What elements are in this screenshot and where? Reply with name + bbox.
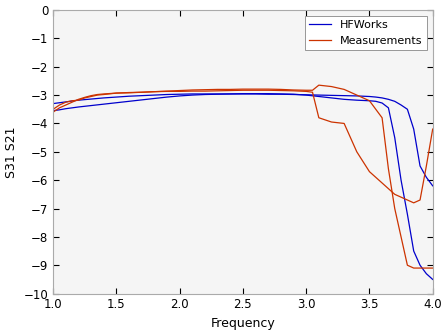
HFWorks xyxy=(114,101,119,105)
HFWorks xyxy=(398,178,404,182)
Measurements xyxy=(304,89,309,93)
Measurements xyxy=(417,198,423,202)
HFWorks xyxy=(316,94,321,98)
HFWorks xyxy=(57,108,62,112)
Measurements xyxy=(228,88,233,92)
Measurements xyxy=(202,89,208,93)
HFWorks xyxy=(304,93,309,97)
HFWorks xyxy=(342,97,347,102)
Measurements xyxy=(57,103,62,107)
HFWorks xyxy=(430,277,435,281)
Measurements xyxy=(367,170,372,174)
Line: HFWorks: HFWorks xyxy=(53,94,433,279)
HFWorks xyxy=(177,94,182,98)
Measurements xyxy=(398,195,404,199)
Measurements xyxy=(424,164,429,168)
HFWorks xyxy=(380,101,385,105)
HFWorks xyxy=(51,109,56,113)
Measurements xyxy=(411,201,417,205)
HFWorks xyxy=(411,249,417,253)
Measurements xyxy=(190,89,195,93)
Measurements xyxy=(310,90,315,94)
HFWorks xyxy=(253,92,258,96)
Measurements xyxy=(69,99,75,103)
HFWorks xyxy=(101,102,106,106)
Y-axis label: S31 S21: S31 S21 xyxy=(5,126,18,178)
HFWorks xyxy=(424,272,429,276)
Measurements xyxy=(177,89,182,93)
HFWorks xyxy=(127,99,132,103)
Measurements xyxy=(266,88,271,92)
Measurements xyxy=(152,90,157,94)
Measurements xyxy=(316,116,321,120)
HFWorks xyxy=(215,92,220,96)
Measurements xyxy=(82,96,88,100)
HFWorks xyxy=(152,96,157,100)
Measurements xyxy=(354,150,359,154)
Measurements xyxy=(240,88,245,92)
HFWorks xyxy=(329,96,334,100)
Measurements xyxy=(164,89,170,93)
HFWorks xyxy=(76,105,81,109)
Measurements xyxy=(76,98,81,102)
Measurements xyxy=(329,120,334,124)
HFWorks xyxy=(278,92,283,96)
HFWorks xyxy=(373,99,379,103)
Measurements xyxy=(386,187,391,191)
HFWorks xyxy=(89,104,94,108)
HFWorks xyxy=(164,95,170,99)
Measurements xyxy=(291,89,296,93)
HFWorks xyxy=(417,263,423,267)
HFWorks xyxy=(139,98,144,102)
Measurements xyxy=(405,198,410,202)
Measurements xyxy=(51,107,56,111)
HFWorks xyxy=(392,136,397,140)
Measurements xyxy=(373,175,379,179)
HFWorks xyxy=(240,92,245,96)
HFWorks xyxy=(228,92,233,96)
HFWorks xyxy=(266,92,271,96)
Measurements xyxy=(114,91,119,95)
HFWorks xyxy=(202,92,208,96)
Measurements xyxy=(380,181,385,185)
Measurements xyxy=(215,89,220,93)
Measurements xyxy=(63,100,68,104)
Measurements xyxy=(95,93,100,97)
Measurements xyxy=(127,90,132,94)
HFWorks xyxy=(367,99,372,103)
HFWorks xyxy=(405,212,410,216)
Legend: HFWorks, Measurements: HFWorks, Measurements xyxy=(305,15,427,50)
Measurements xyxy=(139,90,144,94)
HFWorks xyxy=(190,93,195,97)
Measurements xyxy=(278,88,283,92)
Measurements xyxy=(253,88,258,92)
Measurements xyxy=(342,121,347,125)
Measurements xyxy=(430,127,435,131)
HFWorks xyxy=(354,98,359,102)
Measurements xyxy=(89,94,94,98)
Measurements xyxy=(101,92,106,96)
Line: Measurements: Measurements xyxy=(53,90,433,203)
HFWorks xyxy=(291,92,296,96)
X-axis label: Frequency: Frequency xyxy=(211,317,275,330)
Measurements xyxy=(392,192,397,196)
HFWorks xyxy=(386,106,391,110)
HFWorks xyxy=(63,107,68,111)
HFWorks xyxy=(69,106,75,110)
